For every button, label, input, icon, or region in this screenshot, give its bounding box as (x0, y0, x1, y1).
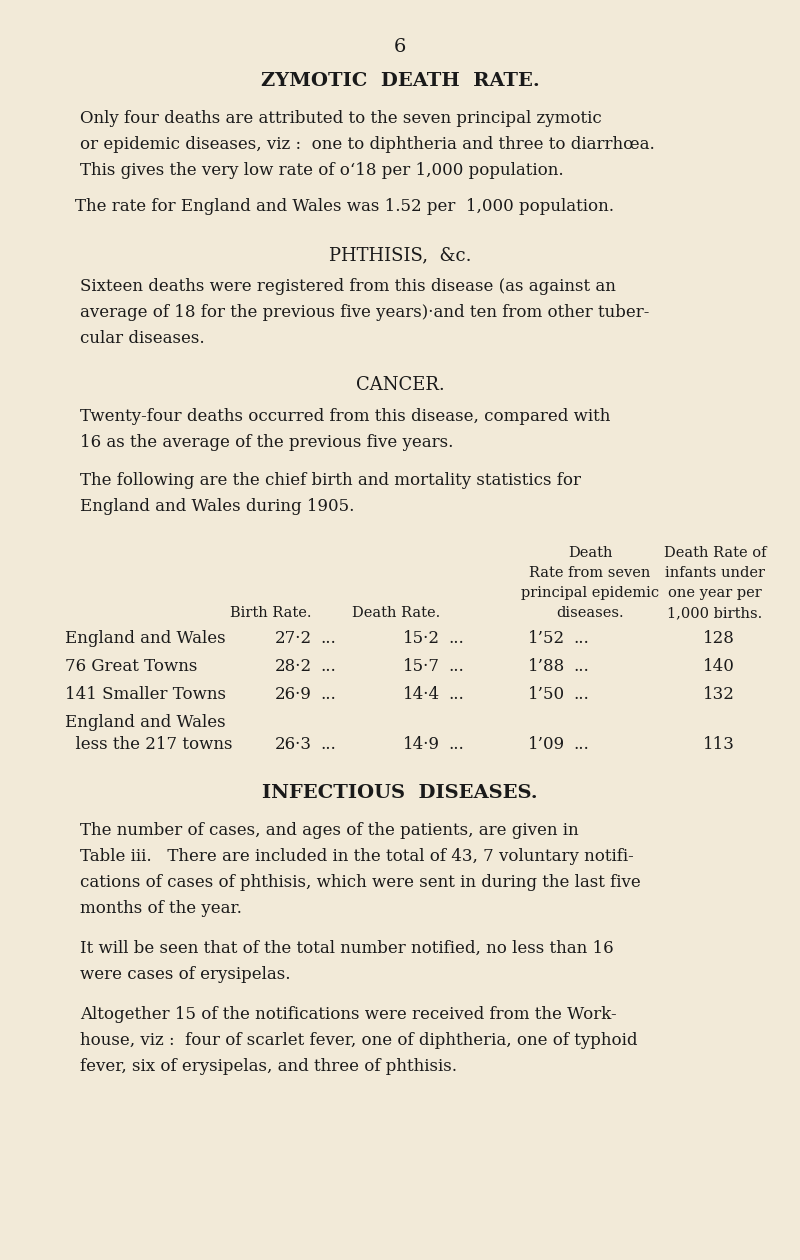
Text: INFECTIOUS  DISEASES.: INFECTIOUS DISEASES. (262, 784, 538, 803)
Text: 16 as the average of the previous five years.: 16 as the average of the previous five y… (80, 433, 454, 451)
Text: Birth Rate.: Birth Rate. (230, 606, 312, 620)
Text: ...: ... (320, 658, 336, 675)
Text: Death: Death (568, 546, 612, 559)
Text: one year per: one year per (668, 586, 762, 600)
Text: England and Wales during 1905.: England and Wales during 1905. (80, 498, 354, 515)
Text: 76 Great Towns: 76 Great Towns (65, 658, 198, 675)
Text: 14·9: 14·9 (403, 736, 440, 753)
Text: months of the year.: months of the year. (80, 900, 242, 917)
Text: 132: 132 (703, 685, 735, 703)
Text: cations of cases of phthisis, which were sent in during the last five: cations of cases of phthisis, which were… (80, 874, 641, 891)
Text: ...: ... (573, 630, 589, 646)
Text: It will be seen that of the total number notified, no less than 16: It will be seen that of the total number… (80, 940, 614, 958)
Text: ...: ... (448, 630, 464, 646)
Text: Altogether 15 of the notifications were received from the Work-: Altogether 15 of the notifications were … (80, 1005, 617, 1023)
Text: The following are the chief birth and mortality statistics for: The following are the chief birth and mo… (80, 472, 581, 489)
Text: 14·4: 14·4 (403, 685, 440, 703)
Text: cular diseases.: cular diseases. (80, 330, 205, 346)
Text: principal epidemic: principal epidemic (521, 586, 659, 600)
Text: 1,000 births.: 1,000 births. (667, 606, 762, 620)
Text: ...: ... (573, 736, 589, 753)
Text: 1’09: 1’09 (528, 736, 565, 753)
Text: ZYMOTIC  DEATH  RATE.: ZYMOTIC DEATH RATE. (261, 72, 539, 89)
Text: diseases.: diseases. (556, 606, 624, 620)
Text: ...: ... (448, 736, 464, 753)
Text: 140: 140 (703, 658, 735, 675)
Text: The number of cases, and ages of the patients, are given in: The number of cases, and ages of the pat… (80, 822, 578, 839)
Text: ...: ... (448, 685, 464, 703)
Text: 6: 6 (394, 38, 406, 55)
Text: England and Wales: England and Wales (65, 714, 226, 731)
Text: Twenty-four deaths occurred from this disease, compared with: Twenty-four deaths occurred from this di… (80, 408, 610, 425)
Text: or epidemic diseases, viz :  one to diphtheria and three to diarrhœa.: or epidemic diseases, viz : one to dipht… (80, 136, 654, 152)
Text: house, viz :  four of scarlet fever, one of diphtheria, one of typhoid: house, viz : four of scarlet fever, one … (80, 1032, 638, 1050)
Text: PHTHISIS,  &c.: PHTHISIS, &c. (329, 246, 471, 265)
Text: ...: ... (573, 658, 589, 675)
Text: ...: ... (573, 685, 589, 703)
Text: infants under: infants under (665, 566, 765, 580)
Text: 26·9: 26·9 (275, 685, 312, 703)
Text: England and Wales: England and Wales (65, 630, 226, 646)
Text: 128: 128 (703, 630, 735, 646)
Text: less the 217 towns: less the 217 towns (65, 736, 233, 753)
Text: 15·2: 15·2 (403, 630, 440, 646)
Text: The rate for England and Wales was 1.52 per  1,000 population.: The rate for England and Wales was 1.52 … (75, 198, 614, 215)
Text: ...: ... (448, 658, 464, 675)
Text: Death Rate of: Death Rate of (664, 546, 766, 559)
Text: CANCER.: CANCER. (356, 375, 444, 394)
Text: ...: ... (320, 736, 336, 753)
Text: 1’50: 1’50 (528, 685, 565, 703)
Text: 1’52: 1’52 (528, 630, 565, 646)
Text: fever, six of erysipelas, and three of phthisis.: fever, six of erysipelas, and three of p… (80, 1058, 457, 1075)
Text: 15·7: 15·7 (403, 658, 440, 675)
Text: 26·3: 26·3 (275, 736, 312, 753)
Text: Table iii.   There are included in the total of 43, 7 voluntary notifi-: Table iii. There are included in the tot… (80, 848, 634, 866)
Text: were cases of erysipelas.: were cases of erysipelas. (80, 966, 290, 983)
Text: Only four deaths are attributed to the seven principal zymotic: Only four deaths are attributed to the s… (80, 110, 602, 127)
Text: 1’88: 1’88 (528, 658, 565, 675)
Text: 113: 113 (703, 736, 735, 753)
Text: 28·2: 28·2 (275, 658, 312, 675)
Text: This gives the very low rate of o‘18 per 1,000 population.: This gives the very low rate of o‘18 per… (80, 163, 564, 179)
Text: average of 18 for the previous five years)·and ten from other tuber-: average of 18 for the previous five year… (80, 304, 650, 321)
Text: 27·2: 27·2 (275, 630, 312, 646)
Text: ...: ... (320, 630, 336, 646)
Text: ...: ... (320, 685, 336, 703)
Text: Sixteen deaths were registered from this disease (as against an: Sixteen deaths were registered from this… (80, 278, 616, 295)
Text: Death Rate.: Death Rate. (352, 606, 440, 620)
Text: 141 Smaller Towns: 141 Smaller Towns (65, 685, 226, 703)
Text: Rate from seven: Rate from seven (530, 566, 650, 580)
